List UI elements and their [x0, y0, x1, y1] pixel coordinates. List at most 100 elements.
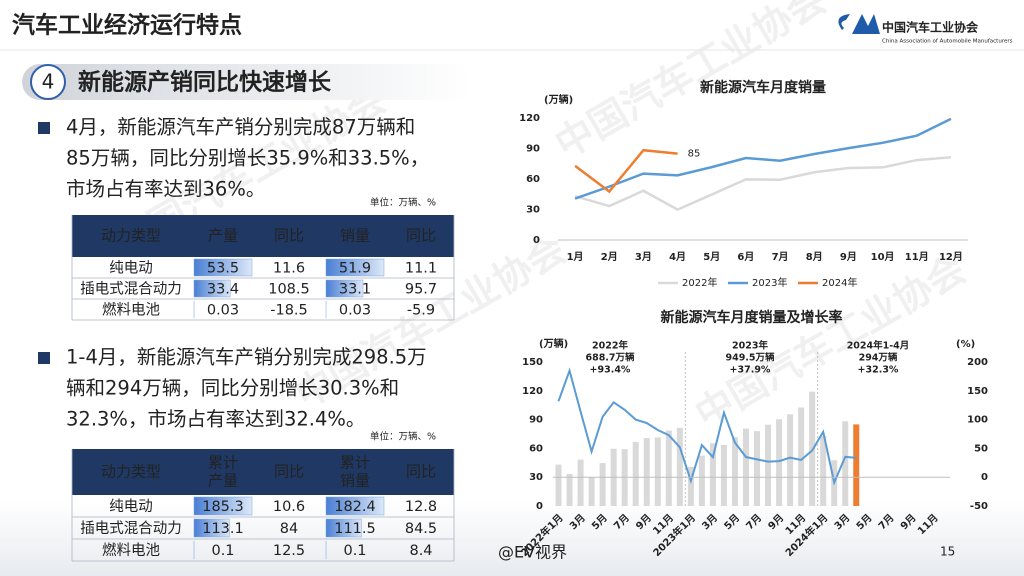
section-badge — [30, 64, 66, 100]
table-cell: 8.4 — [409, 543, 432, 559]
bullet-marker — [38, 122, 50, 134]
cell-data-bar — [193, 518, 230, 538]
table-header: 产量 — [208, 227, 238, 245]
cell-data-bar — [325, 518, 362, 538]
chart-title: 新能源汽车月度销量 — [700, 79, 826, 96]
table-cell: -5.9 — [407, 303, 435, 319]
annotation: 2022年 — [592, 340, 628, 352]
org-name: 中国汽车工业协会 — [882, 20, 979, 35]
x-tick-label: 7月 — [772, 251, 789, 263]
chart-title: 新能源汽车月度销量及增长率 — [661, 309, 843, 326]
y-tick-label: 30 — [529, 472, 543, 483]
bar — [842, 421, 849, 506]
bar — [566, 473, 573, 506]
bar — [577, 459, 584, 506]
table-cell: -18.5 — [270, 303, 308, 319]
table-cell: 185.3 — [202, 499, 244, 515]
table-cell: 0.1 — [343, 543, 366, 559]
table-cell: 84.5 — [405, 521, 437, 537]
footer-shade — [0, 500, 1024, 576]
table-header: 累计 — [340, 454, 370, 472]
y-tick-label: 120 — [519, 113, 540, 124]
x-tick-label: 2月 — [601, 251, 618, 263]
x-tick-label: 5月 — [703, 251, 720, 263]
org-name-en: China Association of Automobile Manufact… — [882, 39, 1013, 45]
y-tick-label: 120 — [522, 386, 543, 397]
table-header: 同比 — [274, 463, 304, 481]
row-label: 纯电动 — [109, 498, 153, 515]
line-series — [574, 155, 952, 211]
bar — [754, 431, 761, 506]
x-tick-label: 1月 — [567, 251, 584, 263]
row-label: 插电式混合动力 — [80, 520, 182, 537]
x-tick-label: 8月 — [806, 251, 823, 263]
table-header: 同比 — [406, 227, 436, 245]
cell-data-bar — [325, 496, 385, 516]
bar — [599, 463, 606, 506]
bar — [632, 442, 639, 506]
table-header: 累计 — [208, 454, 238, 472]
y-tick-label: 90 — [529, 415, 543, 426]
bar — [709, 443, 716, 506]
y2-tick-label: 50 — [974, 443, 988, 454]
bar — [687, 466, 694, 506]
table-cell: 51.9 — [339, 261, 371, 277]
table-cell: 33.1 — [339, 282, 371, 298]
row-label: 燃料电池 — [102, 301, 160, 319]
bar — [787, 414, 794, 506]
y-tick-label: 90 — [526, 144, 540, 155]
table-cell: 182.4 — [334, 499, 376, 515]
bar — [776, 419, 783, 506]
watermark: 中国汽车工业协会 — [688, 247, 973, 437]
row-label: 燃料电池 — [102, 541, 160, 559]
table-header: 同比 — [406, 463, 436, 481]
bullet-marker — [38, 352, 50, 364]
y2-tick-label: 200 — [967, 357, 988, 368]
table-header: 销量 — [340, 472, 370, 490]
table-cell: 108.5 — [268, 282, 310, 298]
table-cell: 12.5 — [273, 543, 305, 559]
bar — [853, 424, 860, 506]
section-number: 4 — [42, 70, 55, 94]
table-cell: 84 — [280, 521, 298, 537]
credit: @EV视界 — [498, 543, 567, 562]
logo — [838, 14, 880, 34]
y-tick-label: 0 — [536, 501, 543, 512]
y2-tick-label: 0 — [981, 472, 988, 483]
y-tick-label: 0 — [533, 235, 540, 246]
table-cell: 12.8 — [405, 499, 437, 515]
y2-tick-label: 150 — [967, 386, 988, 397]
table-cell: 33.4 — [207, 282, 239, 298]
line-series — [557, 367, 857, 486]
annotation: +93.4% — [590, 365, 631, 376]
line-series — [574, 117, 952, 200]
y-tick-label: 30 — [526, 205, 540, 216]
bar — [798, 407, 805, 506]
table-cell: 53.5 — [207, 261, 239, 277]
table-header: 同比 — [274, 227, 304, 245]
cell-data-bar — [193, 258, 253, 277]
bullet-text: 1-4月，新能源汽车产销分别完成298.5万 — [66, 346, 427, 369]
y-axis-label: (万辆) — [539, 337, 568, 350]
annotation: 2023年 — [732, 340, 768, 352]
y2-tick-label: -50 — [970, 501, 988, 512]
line-series — [574, 148, 678, 194]
table-header-bg — [72, 215, 454, 257]
x-tick-label: 9月 — [840, 251, 857, 263]
section-band — [22, 64, 472, 100]
x-tick-label: 11月 — [905, 251, 929, 263]
x-tick-label: 12月 — [939, 251, 963, 263]
y-tick-label: 60 — [526, 174, 540, 185]
table-cell: 111.5 — [334, 521, 376, 537]
legend-label: 2022年 — [682, 276, 717, 289]
table-header-bg — [72, 449, 454, 495]
table-cell: 10.6 — [273, 499, 305, 515]
bar — [654, 437, 661, 506]
data-label: 85 — [688, 149, 701, 160]
table-cell: 113.1 — [202, 521, 244, 537]
bar — [765, 424, 772, 506]
annotation: 688.7万辆 — [585, 352, 635, 364]
y-tick-label: 60 — [529, 443, 543, 454]
